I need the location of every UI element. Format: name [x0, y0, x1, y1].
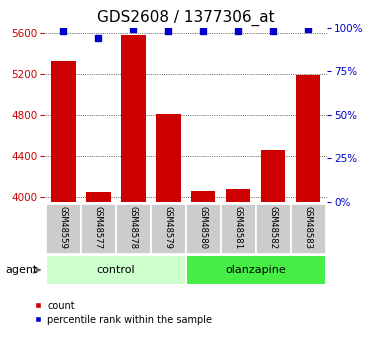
Bar: [296, 75, 320, 202]
Text: GSM48578: GSM48578: [129, 206, 138, 249]
Text: GSM48579: GSM48579: [164, 206, 173, 249]
Bar: [191, 190, 216, 202]
Bar: [121, 35, 146, 202]
Text: GSM48583: GSM48583: [303, 206, 313, 249]
Title: GDS2608 / 1377306_at: GDS2608 / 1377306_at: [97, 10, 275, 26]
Text: agent: agent: [5, 265, 37, 275]
Text: GSM48582: GSM48582: [269, 206, 278, 249]
Bar: [46, 255, 186, 285]
Bar: [116, 204, 151, 254]
Bar: [51, 61, 76, 202]
Text: GSM48577: GSM48577: [94, 206, 103, 249]
Bar: [151, 204, 186, 254]
Bar: [226, 189, 250, 202]
Bar: [81, 204, 116, 254]
Bar: [86, 191, 110, 202]
Bar: [186, 204, 221, 254]
Bar: [291, 204, 325, 254]
Bar: [261, 150, 285, 202]
Text: GSM48580: GSM48580: [199, 206, 208, 249]
Bar: [46, 204, 81, 254]
Text: olanzapine: olanzapine: [225, 265, 286, 275]
Text: control: control: [97, 265, 135, 275]
Bar: [186, 255, 325, 285]
Bar: [256, 204, 291, 254]
Bar: [156, 114, 181, 202]
Text: GSM48559: GSM48559: [59, 206, 68, 249]
Text: GSM48581: GSM48581: [234, 206, 243, 249]
Bar: [221, 204, 256, 254]
Legend: count, percentile rank within the sample: count, percentile rank within the sample: [30, 298, 215, 328]
